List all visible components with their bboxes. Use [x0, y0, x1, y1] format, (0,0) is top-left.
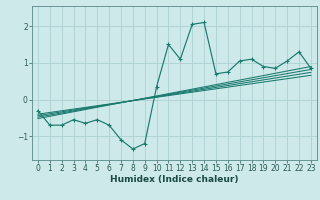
X-axis label: Humidex (Indice chaleur): Humidex (Indice chaleur): [110, 175, 239, 184]
